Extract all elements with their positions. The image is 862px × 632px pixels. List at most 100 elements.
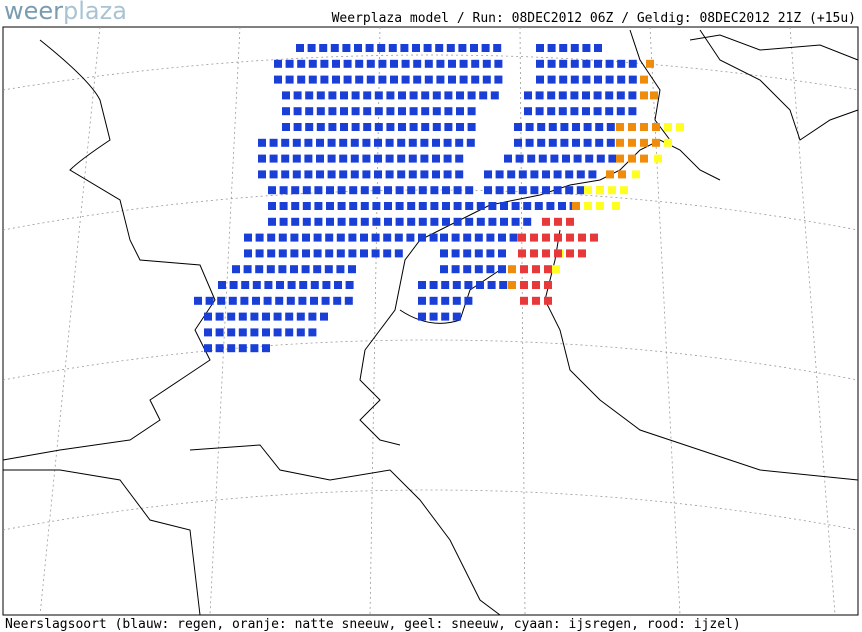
precip-cell (340, 91, 348, 100)
precip-cell (366, 75, 375, 84)
precip-cell (455, 138, 464, 147)
precip-cell (326, 186, 334, 195)
precip-cell (616, 138, 624, 147)
precip-cell (386, 91, 395, 100)
precip-cell (530, 170, 539, 179)
precip-cell (518, 170, 527, 179)
precip-cell (511, 217, 520, 226)
precip-cell (395, 186, 404, 195)
precip-cell (360, 202, 369, 210)
precip-cell (281, 154, 290, 163)
precip-cell (486, 249, 495, 258)
precip-cell (542, 170, 550, 179)
precip-cell (605, 107, 614, 116)
precip-cell (337, 202, 346, 210)
precip-cell (273, 328, 282, 337)
precip-cell (429, 233, 438, 242)
precip-cell (508, 265, 516, 274)
precip-cell (493, 44, 502, 52)
precip-cell (432, 107, 441, 116)
precip-cell (349, 186, 358, 195)
precip-cell (291, 186, 300, 195)
precip-cell (397, 138, 406, 147)
precip-cell (536, 75, 544, 84)
precip-cell (349, 217, 358, 226)
precip-cell (395, 202, 404, 210)
precip-cell (443, 138, 452, 147)
precip-cell (482, 75, 491, 84)
precip-cell (343, 75, 352, 84)
precip-cell (436, 75, 445, 84)
precip-cell (459, 59, 468, 68)
precip-cell (332, 59, 340, 68)
precip-cell (334, 281, 342, 289)
precip-cell (397, 170, 406, 179)
precip-cell (514, 123, 522, 131)
precip-cell (474, 233, 483, 242)
precip-cell (515, 154, 524, 163)
precip-cell (435, 44, 444, 52)
precip-cell (443, 154, 452, 163)
precip-cell (421, 91, 430, 100)
precip-cell (566, 233, 574, 242)
precip-cell (459, 75, 468, 84)
logo: weerplaza (4, 0, 127, 25)
precip-cell (304, 138, 313, 147)
precip-cell (652, 123, 660, 131)
precip-cell (584, 186, 592, 195)
precip-cell (421, 123, 430, 131)
precip-cell (371, 233, 380, 242)
precip-cell (354, 44, 362, 52)
precip-cell (262, 344, 270, 353)
precip-cell (292, 170, 301, 179)
precip-cell (263, 296, 272, 305)
precip-cell (342, 44, 351, 52)
precip-cell (618, 170, 626, 179)
precip-cell (386, 123, 395, 131)
precip-cell (401, 59, 410, 68)
precip-cell (605, 91, 614, 100)
precip-cell (320, 312, 328, 321)
precip-cell (355, 75, 364, 84)
precip-cell (282, 123, 290, 131)
precip-cell (384, 202, 392, 210)
precip-cell (652, 138, 660, 147)
precip-cell (511, 202, 520, 210)
precip-cell (560, 138, 569, 147)
precip-cell (292, 154, 301, 163)
precip-cell (444, 123, 453, 131)
precip-cell (646, 59, 654, 68)
precip-cell (227, 312, 236, 321)
precip-cell (585, 154, 594, 163)
precip-cell (470, 44, 478, 52)
precip-cell (291, 202, 300, 210)
precip-cell (327, 154, 336, 163)
precip-cell (547, 75, 556, 84)
precip-cell (372, 217, 381, 226)
precip-cell (240, 296, 249, 305)
precip-cell (558, 107, 567, 116)
precip-cell (269, 170, 278, 179)
precip-cell (418, 202, 427, 210)
precip-cell (463, 265, 472, 274)
precip-cell (628, 107, 637, 116)
precip-cell (386, 107, 395, 116)
precip-cell (274, 59, 282, 68)
precip-cell (321, 296, 330, 305)
precip-cell (507, 170, 516, 179)
precip-cell (520, 296, 528, 305)
precip-cell (553, 186, 562, 195)
precip-cell (377, 44, 386, 52)
precip-cell (430, 186, 439, 195)
precip-cell (349, 202, 358, 210)
precip-cell (500, 202, 508, 210)
precip-cell (536, 59, 544, 68)
precip-cell (498, 265, 506, 274)
precip-cell (451, 249, 460, 258)
precip-cell (617, 75, 626, 84)
precip-cell (532, 281, 540, 289)
precip-cell (544, 281, 552, 289)
precip-cell (452, 296, 461, 305)
precip-cell (394, 233, 403, 242)
precip-cell (250, 328, 259, 337)
